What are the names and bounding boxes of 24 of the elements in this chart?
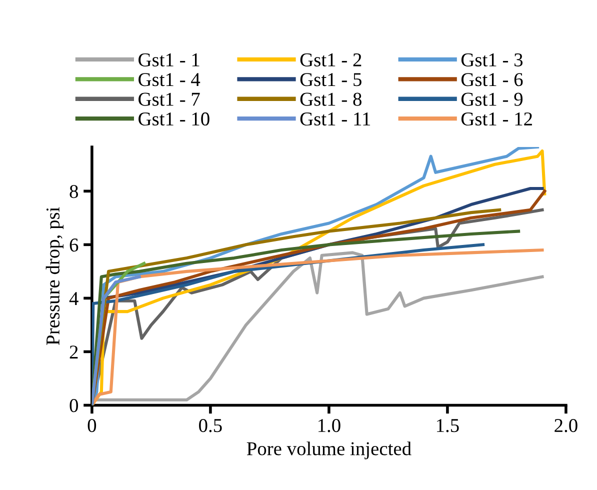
- y-tick-label: 4: [69, 292, 78, 305]
- x-tick-label: 0.5: [199, 418, 222, 432]
- legend-label: Gst1 - 3: [461, 53, 523, 66]
- x-tick-label: 2.0: [554, 418, 578, 432]
- y-axis-title: Pressure drop, psi: [46, 207, 64, 345]
- y-tick-label: 2: [70, 346, 78, 358]
- legend-label: Gst1 - 10: [138, 112, 210, 126]
- legend-label: Gst1 - 1: [138, 53, 200, 66]
- legend-label: Gst1 - 5: [300, 73, 362, 86]
- x-tick-label: 1.5: [437, 419, 459, 432]
- legend-label: Gst1 - 4: [138, 73, 200, 86]
- legend-label: Gst1 - 12: [461, 112, 532, 126]
- legend-label: Gst1 - 6: [461, 73, 523, 86]
- y-tick-label: 8: [70, 184, 78, 198]
- legend-label: Gst1 - 8: [300, 92, 362, 106]
- y-tick-label: 6: [70, 238, 78, 252]
- legend-label: Gst1 - 2: [300, 53, 362, 66]
- y-tick-label: 0: [70, 399, 78, 412]
- legend-label: Gst1 - 7: [138, 92, 200, 106]
- x-tick-label: 1.0: [318, 418, 340, 432]
- x-axis-title: Pore volume injected: [246, 442, 412, 460]
- x-tick-label: 0: [88, 418, 96, 432]
- legend-label: Gst1 - 9: [461, 92, 523, 106]
- legend-label: Gst1 - 11: [300, 112, 370, 126]
